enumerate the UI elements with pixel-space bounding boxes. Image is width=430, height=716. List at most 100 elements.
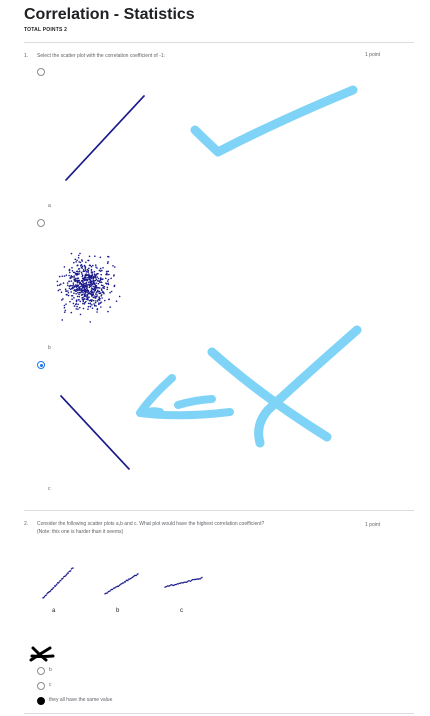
scatter-point xyxy=(94,289,96,292)
radio-option-c[interactable] xyxy=(37,361,45,369)
scatter-point xyxy=(89,281,91,283)
scatter-point xyxy=(85,298,88,301)
scatter-point xyxy=(94,301,97,304)
scatter-point xyxy=(98,302,100,304)
scatter-point xyxy=(116,124,119,126)
scatter-point xyxy=(70,173,73,176)
scatter-point xyxy=(114,125,117,128)
scatter-point xyxy=(94,276,97,279)
scatter-point xyxy=(107,282,109,284)
scatter-point xyxy=(81,267,83,269)
scatter-point xyxy=(87,270,89,272)
scatter-point xyxy=(100,294,103,296)
scatter-point xyxy=(47,591,50,594)
scatter-point xyxy=(107,310,109,313)
scatter-point xyxy=(74,280,77,282)
scatter-point xyxy=(94,264,97,266)
scatter-point xyxy=(75,277,77,280)
scatter-point xyxy=(113,284,116,287)
scatter-point xyxy=(83,279,86,282)
scatter-point xyxy=(83,279,86,281)
scatter-point xyxy=(115,300,118,302)
scatter-point xyxy=(88,286,91,289)
header-divider xyxy=(24,42,414,43)
scatter-point xyxy=(91,271,94,273)
scatter-point xyxy=(68,269,71,272)
scatter-point xyxy=(76,279,78,282)
q2-option-label-b: b xyxy=(49,667,52,673)
scatter-point xyxy=(93,280,95,282)
scatter-point xyxy=(85,422,88,425)
scatter-point xyxy=(90,274,93,277)
question-2-text-line-1: Consider the following scatter plots a,b… xyxy=(37,521,265,527)
scatter-point xyxy=(110,290,113,293)
scatter-point xyxy=(85,273,88,276)
scatter-point xyxy=(86,276,89,279)
radio-option-q2-same[interactable] xyxy=(37,697,45,705)
scatter-point xyxy=(88,274,91,277)
scatter-point xyxy=(76,167,79,169)
scatter-point xyxy=(97,277,100,280)
scatter-point xyxy=(188,580,191,582)
scatter-point xyxy=(79,415,82,418)
scatter-point xyxy=(193,578,196,581)
scatter-point xyxy=(67,176,70,179)
scatter-point xyxy=(94,279,97,282)
scatter-point xyxy=(84,286,86,288)
scatter-point xyxy=(130,577,132,579)
scatter-point xyxy=(93,288,96,290)
scatter-point xyxy=(92,280,95,282)
scatter-point xyxy=(88,278,91,281)
scatter-point xyxy=(81,417,84,420)
scatter-point xyxy=(83,287,86,290)
scatter-point xyxy=(95,278,98,281)
scatter-point xyxy=(87,290,90,293)
scatter-point xyxy=(106,272,108,275)
scatter-point xyxy=(91,304,93,306)
scatter-point xyxy=(71,275,74,278)
radio-option-q2-b[interactable] xyxy=(37,667,45,675)
scatter-point xyxy=(56,582,59,584)
scatter-point xyxy=(122,116,125,119)
scatter-point xyxy=(103,285,106,288)
radio-option-b[interactable] xyxy=(37,219,45,227)
scatter-point xyxy=(90,283,92,286)
scatter-point xyxy=(71,286,74,289)
scatter-point xyxy=(68,287,71,290)
scatter-point xyxy=(78,288,81,290)
scatter-point xyxy=(138,100,141,102)
scatter-point xyxy=(91,274,93,277)
scatter-point xyxy=(60,291,63,294)
scatter-point xyxy=(109,131,111,134)
radio-option-a[interactable] xyxy=(37,68,45,76)
plot-label-b: b xyxy=(116,608,120,614)
scatter-point xyxy=(93,280,95,282)
scatter-point xyxy=(106,273,108,276)
scatter-point xyxy=(108,298,110,301)
scatter-point xyxy=(96,276,99,278)
radio-option-q2-c[interactable] xyxy=(37,682,45,690)
scatter-point xyxy=(55,584,57,586)
scatter-point xyxy=(83,420,86,423)
scatter-point xyxy=(100,281,102,283)
scatter-point xyxy=(75,299,78,302)
scatter-point xyxy=(117,585,120,588)
scatter-point xyxy=(121,583,123,585)
scatter-point xyxy=(82,280,84,283)
scatter-point xyxy=(137,573,139,575)
scatter-point xyxy=(105,282,107,284)
scatter-point xyxy=(113,275,115,277)
scatter-point xyxy=(58,581,60,583)
scatter-point xyxy=(101,269,103,272)
scatter-point xyxy=(103,299,106,302)
scatter-point xyxy=(69,174,72,176)
scatter-point xyxy=(75,284,78,287)
scatter-point xyxy=(106,262,109,265)
scatter-point xyxy=(84,290,87,293)
black-x-icon xyxy=(29,646,55,662)
scatter-point xyxy=(116,456,119,458)
scatter-point xyxy=(76,270,79,273)
scatter-point xyxy=(92,279,95,282)
scatter-point xyxy=(100,288,103,290)
